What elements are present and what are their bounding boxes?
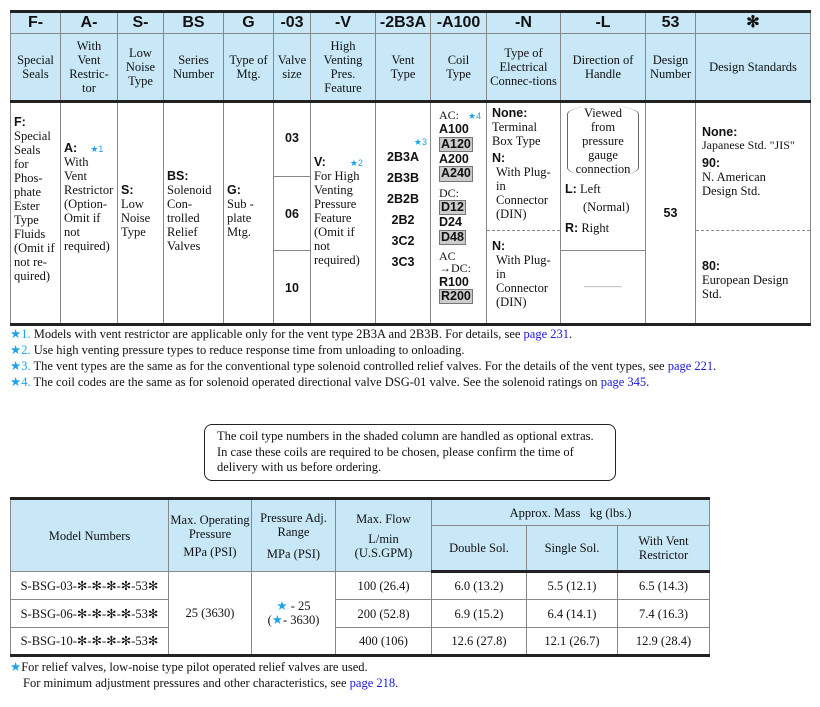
- coil-code: A240: [439, 166, 473, 182]
- high-venting-cell: V: ★2 For High Venting Pressure Feature (O…: [310, 101, 376, 325]
- header: Series Number: [163, 33, 224, 103]
- valve-size: 03: [274, 103, 310, 177]
- header-model: Model Numbers: [10, 498, 169, 572]
- low-noise-cell: S: Low Noise Type: [117, 101, 164, 325]
- star-icon: ★: [10, 375, 22, 389]
- valve-size: 10: [285, 281, 299, 295]
- header-max-pressure: Max. Operating Pressure MPa (PSI): [168, 498, 252, 572]
- star-icon: ★: [10, 327, 22, 341]
- header: High Venting Pres. Feature: [310, 33, 376, 103]
- code: -N: [486, 11, 561, 34]
- page-link[interactable]: page 218: [349, 676, 396, 690]
- vent-type-cell: ★3 2B3A 2B3B 2B2B 2B2 3C2 3C3: [375, 101, 431, 325]
- optional-coil-note: The coil type numbers in the shaded colu…: [204, 424, 616, 481]
- spec-table: Model Numbers Max. Operating Pressure MPa…: [10, 497, 711, 657]
- header: Type of Mtg.: [223, 33, 274, 103]
- table-row: S-BSG-10-✻-✻-✻-✻-53✻ 400 (106) 12.6 (27.…: [10, 627, 711, 656]
- header-vent: With Vent Restrictor: [616, 525, 711, 573]
- coil-code: R100: [439, 274, 469, 289]
- design-standards-cell: None: Japanese Std. "JIS" 90: N. American D…: [695, 101, 811, 325]
- bottom-note: ★For relief valves, low-noise type pilot…: [10, 660, 368, 674]
- star-icon: ★: [10, 359, 22, 373]
- header-adj-range: Pressure Adj. Range MPa (PSI): [251, 498, 336, 572]
- vent-type: 3C2: [391, 234, 415, 248]
- valve-size-cell: 03 06 10: [273, 101, 311, 325]
- header-single: Single Sol.: [526, 525, 618, 573]
- footnote: ★4. The coil codes are the same as for s…: [10, 375, 650, 389]
- max-pressure-cell: 25 (3630): [168, 571, 252, 656]
- code: -A100: [430, 11, 487, 34]
- header-flow: Max. Flow L/min (U.S.GPM): [335, 498, 432, 572]
- header: Valve size: [273, 33, 311, 103]
- model-cell: S-BSG-03-✻-✻-✻-✻-53✻: [10, 571, 169, 600]
- footnote: ★1. Models with vent restrictor are appl…: [10, 327, 573, 341]
- coil-code: R200: [439, 289, 473, 305]
- code: A-: [60, 11, 118, 34]
- model-cell: S-BSG-06-✻-✻-✻-✻-53✻: [10, 599, 169, 628]
- code: -2B3A: [375, 11, 431, 34]
- handle-note: Viewed from pressure gauge connection: [567, 106, 639, 176]
- valve-size: 06: [274, 177, 310, 251]
- header-row: Special Seals With Vent Restric-tor Low …: [10, 33, 811, 103]
- page-link[interactable]: page 231: [523, 327, 570, 341]
- vent-restrictor-cell: A: ★1 With Vent Restrictor (Option-Omit i…: [60, 101, 118, 325]
- handle-cell: Viewed from pressure gauge connection L:…: [560, 101, 646, 325]
- code: -L: [560, 11, 646, 34]
- table-row: S-BSG-06-✻-✻-✻-✻-53✻ 200 (52.8) 6.9 (15.…: [10, 599, 711, 628]
- vent-type: 3C3: [391, 255, 415, 269]
- mounting-cell: G: Sub -plate Mtg.: [223, 101, 274, 325]
- page-link[interactable]: page 345: [600, 375, 647, 389]
- vent-type: 2B2B: [387, 192, 419, 206]
- header: Direction of Handle: [560, 33, 646, 103]
- design-number: 53: [645, 101, 696, 325]
- options-row: F: Special Seals for Phos-phate Ester Typ…: [10, 101, 811, 325]
- coil-code: A100: [439, 122, 469, 137]
- header: Low Noise Type: [117, 33, 164, 103]
- code-row: F- A- S- BS G -03 -V -2B3A -A100 -N -L 5…: [10, 11, 811, 34]
- code: S-: [117, 11, 164, 34]
- code: -03: [273, 11, 311, 34]
- footnote: ★3. The vent types are the same as for t…: [10, 359, 717, 373]
- header: Type of Electrical Connec-tions: [486, 33, 561, 103]
- coil-code: D24: [439, 215, 462, 230]
- table-row: S-BSG-03-✻-✻-✻-✻-53✻ 25 (3630) ★ - 25 (★-…: [10, 571, 711, 656]
- code: 53: [645, 11, 696, 34]
- header-mass: Approx. Mass kg (lbs.): [430, 498, 711, 526]
- vent-type: 2B3B: [387, 171, 419, 185]
- code: ✻: [695, 11, 811, 34]
- star-icon: ★: [276, 599, 288, 613]
- code: -V: [310, 11, 376, 34]
- model-cell: S-BSG-10-✻-✻-✻-✻-53✻: [10, 627, 169, 656]
- header: Coil Type: [430, 33, 487, 103]
- coil-code: D48: [439, 229, 466, 245]
- special-seals-cell: F: Special Seals for Phos-phate Ester Typ…: [10, 101, 61, 325]
- coil-code: D12: [439, 200, 466, 216]
- header: Special Seals: [10, 33, 61, 103]
- header-double: Double Sol.: [431, 525, 527, 573]
- model-code-table: F- A- S- BS G -03 -V -2B3A -A100 -N -L 5…: [10, 10, 811, 326]
- footnote: ★2. Use high venting pressure types to r…: [10, 343, 465, 357]
- header: Design Standards: [695, 33, 811, 103]
- header: Vent Type: [375, 33, 431, 103]
- star-icon: ★: [10, 343, 22, 357]
- page-link[interactable]: page 221: [667, 359, 714, 373]
- vent-type: 2B3A: [387, 150, 419, 164]
- series-cell: BS: Solenoid Con-trolled Relief Valves: [163, 101, 224, 325]
- electrical-cell: None: Terminal Box Type N: With Plug-in Con…: [486, 101, 561, 325]
- star-icon: ★: [271, 613, 283, 627]
- vent-type: 2B2: [391, 213, 415, 227]
- star-icon: ★: [10, 660, 22, 674]
- code: F-: [10, 11, 61, 34]
- coil-code: A200: [439, 152, 469, 166]
- adj-range-cell: ★ - 25 (★- 3630): [251, 571, 336, 656]
- code: BS: [163, 11, 224, 34]
- code: G: [223, 11, 274, 34]
- header: Design Number: [645, 33, 696, 103]
- coil-code: A120: [439, 136, 473, 152]
- bottom-note-2: For minimum adjustment pressures and oth…: [23, 676, 399, 690]
- coil-type-cell: AC: ★4 A100 A120 A200 A240 DC: D12 D24 D48 AC →DC:…: [430, 101, 487, 325]
- header: With Vent Restric-tor: [60, 33, 118, 103]
